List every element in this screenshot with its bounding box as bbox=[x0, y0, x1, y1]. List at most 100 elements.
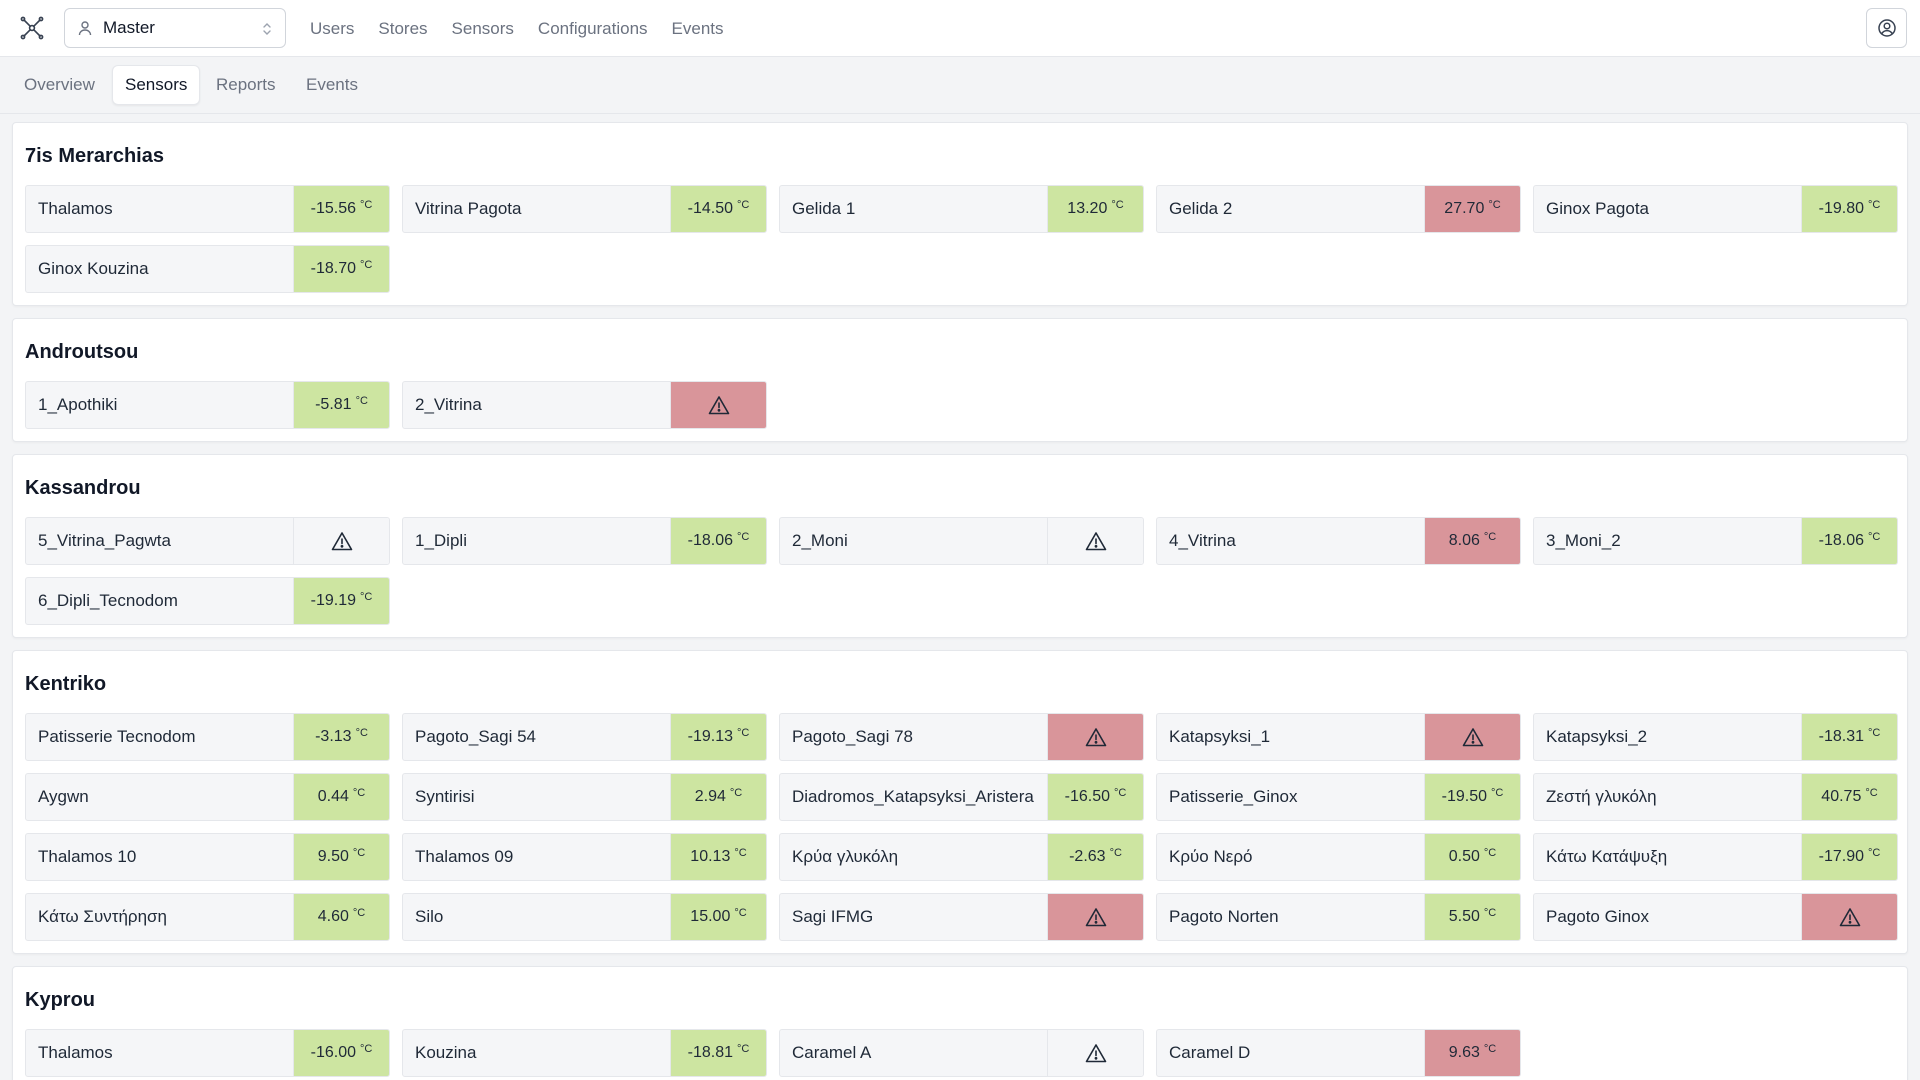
sensor-reading: -19.50 °C bbox=[1424, 774, 1520, 820]
warning-icon bbox=[1085, 1043, 1107, 1063]
sensor-grid: Thalamos -15.56 °C Vitrina Pagota -14.50 °C Ge… bbox=[25, 185, 1898, 293]
temperature-unit: °C bbox=[1868, 199, 1881, 211]
sensor-card[interactable]: 4_Vitrina 8.06 °C bbox=[1156, 517, 1521, 565]
sensor-name: Kouzina bbox=[415, 1043, 477, 1062]
sensor-card[interactable]: Gelida 1 13.20 °C bbox=[779, 185, 1144, 233]
nav-sensors[interactable]: Sensors bbox=[451, 18, 514, 38]
sensor-reading: 2.94 °C bbox=[670, 774, 766, 820]
sensor-card[interactable]: 6_Dipli_Tecnodom -19.19 °C bbox=[25, 577, 390, 625]
sensor-card[interactable]: 1_Dipli -18.06 °C bbox=[402, 517, 767, 565]
temperature-unit: °C bbox=[729, 787, 743, 799]
temperature-unit: °C bbox=[355, 395, 368, 407]
sensor-value: -3.13 bbox=[315, 728, 352, 745]
sensor-name: Κρύα γλυκόλη bbox=[792, 847, 899, 866]
sensor-card[interactable]: 2_Vitrina bbox=[402, 381, 767, 429]
sensor-reading: -19.80 °C bbox=[1801, 186, 1897, 232]
sensor-card[interactable]: Silo 15.00 °C bbox=[402, 893, 767, 941]
nav-stores[interactable]: Stores bbox=[378, 18, 428, 38]
sensor-name: Syntirisi bbox=[415, 787, 475, 806]
sensor-card[interactable]: Caramel D 9.63 °C bbox=[1156, 1029, 1521, 1077]
sensor-card[interactable]: 3_Moni_2 -18.06 °C bbox=[1533, 517, 1898, 565]
profile-button[interactable] bbox=[1866, 8, 1907, 48]
sensor-value: 13.20 bbox=[1067, 200, 1108, 217]
sensor-card[interactable]: Katapsyksi_2 -18.31 °C bbox=[1533, 713, 1898, 761]
nav-configurations[interactable]: Configurations bbox=[537, 18, 648, 38]
sensor-value: -18.31 bbox=[1818, 728, 1865, 745]
temperature-unit: °C bbox=[360, 259, 373, 271]
tab-events[interactable]: Events bbox=[306, 75, 358, 94]
sensor-name: Pagoto_Sagi 78 bbox=[792, 727, 913, 746]
sensor-reading bbox=[1047, 518, 1143, 564]
sensor-card[interactable]: Katapsyksi_1 bbox=[1156, 713, 1521, 761]
sensor-card[interactable]: Κρύα γλυκόλη -2.63 °C bbox=[779, 833, 1144, 881]
sensor-value: -14.50 bbox=[687, 200, 734, 217]
nav-users[interactable]: Users bbox=[310, 18, 355, 38]
sensor-card[interactable]: Patisserie_Ginox -19.50 °C bbox=[1156, 773, 1521, 821]
sensor-card[interactable]: Vitrina Pagota -14.50 °C bbox=[402, 185, 767, 233]
sensor-name: 1_Apothiki bbox=[38, 395, 118, 414]
sensor-card[interactable]: Κάτω Συντήρηση 4.60 °C bbox=[25, 893, 390, 941]
sensor-reading: -15.56 °C bbox=[293, 186, 389, 232]
sensor-name: Κρύο Νερό bbox=[1169, 847, 1253, 866]
sensor-card[interactable]: Pagoto Norten 5.50 °C bbox=[1156, 893, 1521, 941]
sensor-card[interactable]: Ginox Kouzina -18.70 °C bbox=[25, 245, 390, 293]
temperature-unit: °C bbox=[737, 1043, 750, 1055]
sensor-card[interactable]: Sagi IFMG bbox=[779, 893, 1144, 941]
sensor-card[interactable]: 5_Vitrina_Pagwta bbox=[25, 517, 390, 565]
temperature-unit: °C bbox=[734, 907, 747, 919]
sensor-card[interactable]: 2_Moni bbox=[779, 517, 1144, 565]
sensor-card[interactable]: Thalamos 09 10.13 °C bbox=[402, 833, 767, 881]
app-logo-icon[interactable] bbox=[17, 13, 47, 43]
tab-overview[interactable]: Overview bbox=[24, 75, 95, 94]
sensor-name: Caramel D bbox=[1169, 1043, 1251, 1062]
account-select[interactable]: Master bbox=[64, 8, 286, 48]
sensor-card[interactable]: Thalamos 10 9.50 °C bbox=[25, 833, 390, 881]
sensor-card[interactable]: Syntirisi 2.94 °C bbox=[402, 773, 767, 821]
store-title: Kentriko bbox=[25, 673, 107, 695]
tab-sensors[interactable]: Sensors bbox=[112, 65, 201, 105]
sensor-name: Pagoto Ginox bbox=[1546, 907, 1650, 926]
sensor-card[interactable]: Pagoto_Sagi 78 bbox=[779, 713, 1144, 761]
temperature-unit: °C bbox=[360, 591, 373, 603]
warning-icon bbox=[1085, 531, 1107, 551]
sensor-card[interactable]: Thalamos -15.56 °C bbox=[25, 185, 390, 233]
sensor-value: 27.70 bbox=[1444, 200, 1485, 217]
temperature-unit: °C bbox=[1114, 787, 1127, 799]
sensor-card[interactable]: Patisserie Tecnodom -3.13 °C bbox=[25, 713, 390, 761]
sensor-value: 15.00 bbox=[690, 908, 731, 925]
tab-reports[interactable]: Reports bbox=[216, 75, 276, 94]
sensor-value: -16.00 bbox=[310, 1044, 357, 1061]
sensor-name: Ζεστή γλυκόλη bbox=[1546, 787, 1657, 806]
sensor-card[interactable]: Aygwn 0.44 °C bbox=[25, 773, 390, 821]
sensor-card[interactable]: Gelida 2 27.70 °C bbox=[1156, 185, 1521, 233]
sensor-card[interactable]: Ζεστή γλυκόλη 40.75 °C bbox=[1533, 773, 1898, 821]
sensor-card[interactable]: 1_Apothiki -5.81 °C bbox=[25, 381, 390, 429]
nav-events[interactable]: Events bbox=[671, 18, 724, 38]
sensor-card[interactable]: Kouzina -18.81 °C bbox=[402, 1029, 767, 1077]
sensor-card[interactable]: Ginox Pagota -19.80 °C bbox=[1533, 185, 1898, 233]
sensor-value: 9.50 bbox=[317, 848, 349, 865]
sensor-card[interactable]: Thalamos -16.00 °C bbox=[25, 1029, 390, 1077]
sensor-card[interactable]: Κρύο Νερό 0.50 °C bbox=[1156, 833, 1521, 881]
temperature-unit: °C bbox=[352, 907, 366, 919]
sensor-grid: 1_Apothiki -5.81 °C 2_Vitrina bbox=[25, 381, 1895, 429]
sensor-card[interactable]: Diadromos_Katapsyksi_Aristera -16.50 °C bbox=[779, 773, 1144, 821]
sensor-name: Pagoto Norten bbox=[1169, 907, 1279, 926]
sensor-name: 6_Dipli_Tecnodom bbox=[38, 591, 178, 610]
sensor-name: Caramel A bbox=[792, 1043, 872, 1062]
warning-icon bbox=[1085, 907, 1107, 927]
sensor-grid: Patisserie Tecnodom -3.13 °C Pagoto_Sagi 54… bbox=[25, 713, 1898, 941]
sensor-value: -2.63 bbox=[1069, 848, 1106, 865]
sensor-card[interactable]: Κάτω Κατάψυξη -17.90 °C bbox=[1533, 833, 1898, 881]
sensor-card[interactable]: Caramel A bbox=[779, 1029, 1144, 1077]
sensor-name: Thalamos 10 bbox=[38, 847, 137, 866]
temperature-unit: °C bbox=[1483, 531, 1497, 543]
sensor-reading: -19.13 °C bbox=[670, 714, 766, 760]
sensor-card[interactable]: Pagoto Ginox bbox=[1533, 893, 1898, 941]
sensor-reading: 13.20 °C bbox=[1047, 186, 1143, 232]
warning-icon bbox=[708, 395, 730, 415]
sensor-value: 40.75 bbox=[1821, 788, 1862, 805]
warning-icon bbox=[331, 531, 353, 551]
sensor-card[interactable]: Pagoto_Sagi 54 -19.13 °C bbox=[402, 713, 767, 761]
temperature-unit: °C bbox=[1483, 907, 1497, 919]
